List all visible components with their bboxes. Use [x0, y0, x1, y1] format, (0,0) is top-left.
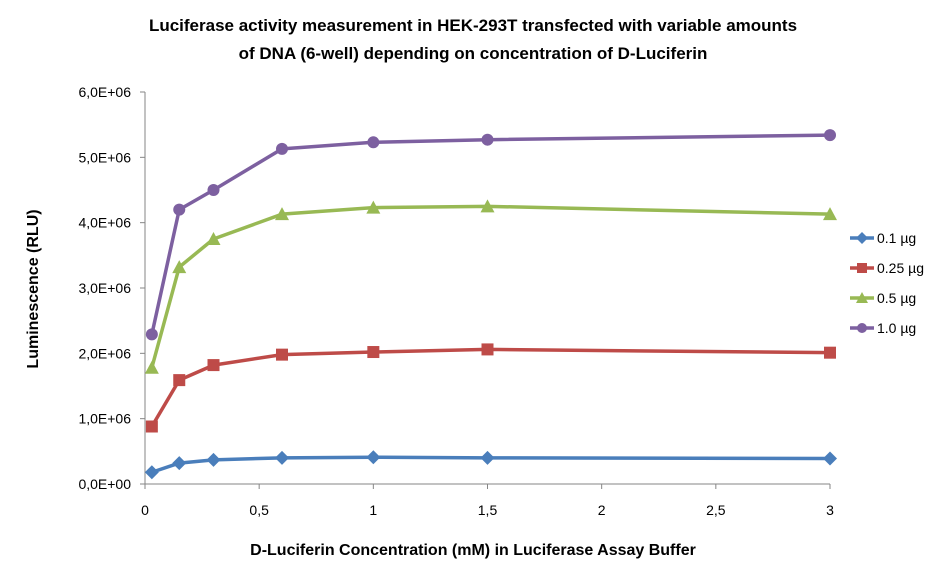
data-point-square — [145, 420, 158, 433]
legend: 0.1 µg 0.25 µg 0.5 µg 1.0 µg — [850, 230, 924, 336]
legend-label: 0.1 µg — [877, 230, 916, 246]
x-tick-label: 0,5 — [249, 502, 269, 518]
x-tick-label: 0 — [141, 502, 149, 518]
legend-item: 0.25 µg — [850, 260, 924, 276]
data-point-triangle — [823, 207, 837, 221]
x-tick-label: 2,5 — [706, 502, 726, 518]
data-point-diamond — [366, 450, 381, 465]
data-point-circle — [276, 142, 288, 155]
data-point-triangle — [275, 207, 289, 221]
data-point-triangle — [480, 199, 495, 213]
legend-item: 1.0 µg — [850, 320, 916, 336]
x-tick-label: 2 — [598, 502, 606, 518]
data-point-triangle — [366, 200, 381, 214]
data-point-square — [207, 359, 220, 372]
data-point-diamond — [480, 450, 495, 465]
y-tick-label: 5,0E+06 — [78, 149, 131, 165]
legend-label: 0.25 µg — [877, 260, 924, 276]
data-point-diamond — [206, 452, 221, 467]
data-point-square — [857, 263, 867, 273]
data-point-diamond — [856, 232, 868, 244]
y-tick-labels: 0,0E+00 1,0E+06 2,0E+06 3,0E+06 4,0E+06 5,0E+… — [78, 84, 145, 492]
x-tick-label: 3 — [826, 502, 834, 518]
x-tick-labels: 0 0,5 1 1,5 2 2,5 3 — [141, 484, 834, 518]
data-point-square — [367, 346, 380, 359]
data-point-circle — [173, 203, 186, 216]
chart-title-line-2: of DNA (6-well) depending on concentrati… — [239, 44, 708, 63]
y-tick-label: 4,0E+06 — [78, 215, 131, 231]
data-point-circle — [207, 184, 220, 196]
data-point-circle — [145, 328, 158, 341]
data-point-square — [276, 348, 288, 361]
legend-item: 0.5 µg — [850, 290, 916, 306]
y-tick-label: 2,0E+06 — [78, 345, 131, 361]
data-point-circle — [367, 136, 380, 149]
data-point-circle — [857, 323, 867, 333]
y-tick-label: 1,0E+06 — [78, 411, 131, 427]
data-point-square — [173, 374, 186, 387]
series-line — [150, 133, 832, 337]
legend-label: 1.0 µg — [877, 320, 916, 336]
data-point-triangle — [206, 232, 221, 245]
y-tick-label: 6,0E+06 — [78, 84, 131, 100]
data-point-diamond — [823, 451, 837, 466]
chart-title-line-1: Luciferase activity measurement in HEK-2… — [149, 16, 797, 35]
series-triangle — [144, 199, 837, 374]
data-point-triangle — [172, 260, 187, 274]
legend-item: 0.1 µg — [850, 230, 916, 246]
data-point-diamond — [275, 450, 289, 465]
x-tick-label: 1 — [369, 502, 377, 518]
data-point-diamond — [172, 456, 187, 471]
x-tick-label: 1,5 — [478, 502, 498, 518]
y-tick-label: 3,0E+06 — [78, 280, 131, 296]
data-point-triangle — [144, 360, 159, 374]
series-line — [150, 347, 832, 429]
y-tick-label: 0,0E+00 — [78, 476, 131, 492]
series-circle — [145, 129, 836, 341]
data-point-circle — [824, 129, 836, 142]
x-axis-title: D-Luciferin Concentration (mM) in Lucife… — [250, 542, 696, 559]
data-point-triangle — [856, 292, 868, 303]
series-group — [144, 129, 837, 480]
series-square — [145, 343, 836, 433]
series-diamond — [144, 450, 837, 480]
data-point-square — [824, 346, 836, 359]
data-point-square — [481, 343, 494, 356]
data-point-circle — [481, 133, 494, 146]
data-point-diamond — [144, 465, 159, 480]
legend-label: 0.5 µg — [877, 290, 916, 306]
y-axis-title: Luminescence (RLU) — [25, 209, 42, 368]
axes — [144, 92, 830, 485]
